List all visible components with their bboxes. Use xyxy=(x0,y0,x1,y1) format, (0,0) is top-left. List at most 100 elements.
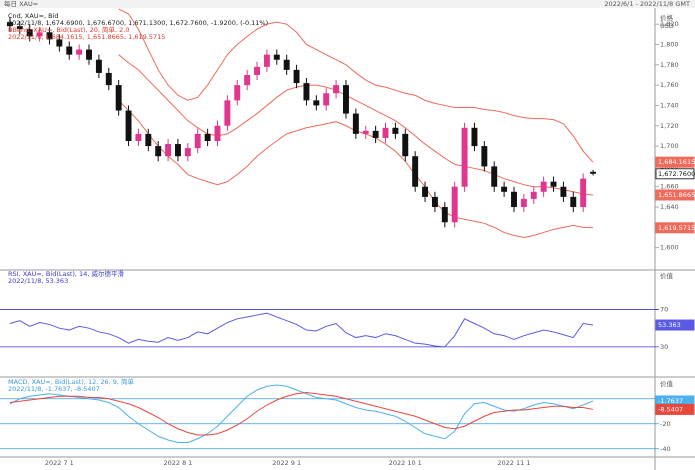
line xyxy=(9,384,594,443)
top-bar xyxy=(0,0,695,8)
candle-body xyxy=(165,144,172,157)
candle-body xyxy=(6,22,13,27)
candle-body xyxy=(66,46,73,55)
last-value-box xyxy=(655,156,695,168)
legend-line: 2022/11/8, 1,674.6900, 1,676.6700, 1,671… xyxy=(8,19,268,27)
x-tick-label: 2022 10 1 xyxy=(389,459,422,467)
y-tick-label: 1,600 xyxy=(660,244,679,252)
legend-line: Cnd, XAU=, Bid xyxy=(8,12,59,20)
legend-line: RSI, XAU=, Bid(Last), 14, 威尔德平滑 xyxy=(8,269,124,278)
candle-body xyxy=(471,127,478,147)
candle-body xyxy=(26,29,33,37)
line xyxy=(118,54,594,196)
candle-body xyxy=(362,130,369,134)
candle-body xyxy=(560,186,567,197)
y-tick-label: 1,800 xyxy=(660,40,679,48)
legend-line: MACD, XAU=, Bid(Last), 12, 26, 9, 简单 xyxy=(8,377,135,386)
candle-body xyxy=(590,171,597,174)
candle-body xyxy=(234,85,241,101)
legend-line: 2022/11/8, -1.7637, -8.5407 xyxy=(8,385,100,393)
candle-body xyxy=(382,127,389,138)
candle-body xyxy=(580,178,587,208)
line xyxy=(9,312,594,348)
candle-body xyxy=(481,146,488,167)
y-axis-title: 价值 xyxy=(660,271,674,280)
candle-body xyxy=(194,133,201,149)
candle-body xyxy=(244,74,251,86)
last-value-label: 53.363 xyxy=(658,321,681,329)
candle-body xyxy=(372,130,379,138)
candle-body xyxy=(303,83,310,101)
candle-body xyxy=(174,144,181,157)
candle-body xyxy=(333,85,340,94)
candle-body xyxy=(491,166,498,187)
candle-body xyxy=(343,85,349,114)
candle-body xyxy=(570,196,577,208)
last-value-label: 1,619.5715 xyxy=(658,224,695,232)
last-value-box xyxy=(655,319,695,331)
y-axis-title: 价格 xyxy=(660,13,674,22)
candle-body xyxy=(431,196,438,208)
last-value-label: 1,672.7600 xyxy=(658,170,695,178)
candle-body xyxy=(125,110,132,141)
y-axis-title: 价值 xyxy=(660,379,674,388)
candle-body xyxy=(214,125,221,141)
candle-body xyxy=(402,133,409,157)
candle-body xyxy=(224,100,231,126)
candle-body xyxy=(135,133,142,141)
x-tick-label: 2022 9 1 xyxy=(272,459,301,467)
last-value-label: -8.5407 xyxy=(658,405,683,413)
y-tick-label: 1,760 xyxy=(660,81,679,89)
last-value-label: 1,684.1615 xyxy=(658,158,695,166)
y-tick-label: 1,640 xyxy=(660,203,679,211)
legend-line: BBand, XAU=, Bid(Last), 20, 简单, 2.0 xyxy=(8,25,130,34)
last-value-box xyxy=(655,189,695,201)
header-left: 每日 XAU= xyxy=(4,0,38,8)
y-tick-label: 1,780 xyxy=(660,61,679,69)
legend-line: 2022/11/8, 1,684.1615, 1,651.8665, 1,619… xyxy=(8,33,165,41)
last-value-label: 1,651.8665 xyxy=(658,191,695,199)
candle-body xyxy=(145,133,152,147)
y-tick-label: -20 xyxy=(660,420,671,428)
candle-body xyxy=(76,49,83,55)
candle-body xyxy=(184,148,191,157)
candle-body xyxy=(115,85,122,111)
candle-body xyxy=(293,69,300,84)
candle-body xyxy=(46,32,53,40)
candle-body xyxy=(550,181,557,187)
candle-body xyxy=(283,59,290,70)
y-tick-label: 70 xyxy=(660,305,668,313)
candle-body xyxy=(16,26,23,30)
candle-body xyxy=(155,146,162,157)
last-value-box xyxy=(655,403,695,415)
candle-body xyxy=(422,186,429,197)
y-tick-label: -40 xyxy=(660,445,671,453)
candle-body xyxy=(441,207,448,223)
y-tick-label: 1,740 xyxy=(660,101,679,109)
candle-body xyxy=(86,49,92,60)
candle-body xyxy=(204,133,211,141)
y-tick-label: 1,720 xyxy=(660,122,679,130)
y-axis-unit: USD xyxy=(660,22,674,30)
candle-body xyxy=(352,113,359,134)
line xyxy=(118,8,594,163)
y-tick-label: 1,820 xyxy=(660,20,679,28)
candle-body xyxy=(273,54,280,60)
candle-body xyxy=(105,72,112,86)
candle-body xyxy=(263,54,270,67)
x-tick-label: 2022 7 1 xyxy=(45,459,74,467)
candle-body xyxy=(95,59,102,73)
candle-body xyxy=(392,127,399,134)
candle-body xyxy=(530,191,537,199)
candle-body xyxy=(254,66,260,75)
candle-body xyxy=(540,181,547,192)
last-value-box xyxy=(655,222,695,234)
candle-body xyxy=(323,93,330,106)
x-tick-label: 2022 8 1 xyxy=(163,459,192,467)
candle-body xyxy=(451,186,458,223)
legend-line: 2022/11/8, 53.363 xyxy=(8,277,68,285)
candle-body xyxy=(520,198,527,208)
candle-body xyxy=(36,32,43,37)
x-tick-label: 2022 11 1 xyxy=(497,459,530,467)
candle-body xyxy=(313,100,320,106)
